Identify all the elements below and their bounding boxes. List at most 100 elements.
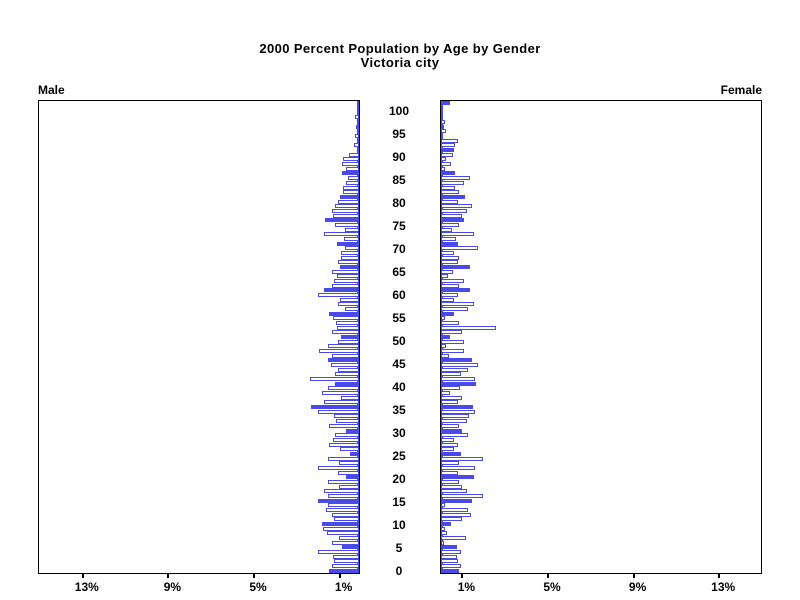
bar-female-age-63 [441, 274, 448, 279]
bar-female-age-56 [441, 307, 468, 311]
chart-subtitle: Victoria city [360, 55, 440, 70]
bar-male-age-83 [345, 180, 359, 185]
bar-female-age-6 [441, 540, 445, 545]
bar-male-age-25 [350, 451, 359, 456]
bar-male-age-19 [328, 479, 359, 484]
bar-female-age-66 [441, 260, 458, 265]
bar-male-age-37 [340, 395, 359, 400]
bar-male-age-36 [323, 400, 359, 405]
bar-male-age-86 [345, 166, 359, 171]
bar-male-age-7 [339, 536, 359, 540]
bar-male-age-87 [342, 162, 359, 167]
bar-female-age-92 [441, 138, 458, 143]
age-tick-label-10: 10 [392, 518, 406, 532]
bar-female-age-38 [441, 391, 451, 396]
bar-female-age-75 [441, 218, 465, 223]
bar-female-age-4 [441, 550, 461, 554]
bar-female-age-48 [441, 344, 446, 349]
bar-male-age-90 [357, 148, 359, 153]
bar-female-age-90 [441, 148, 455, 153]
bar-female-age-15 [441, 498, 472, 503]
bar-male-age-48 [328, 344, 359, 349]
bar-male-age-80 [340, 194, 359, 199]
bar-male-age-28 [333, 437, 359, 442]
bar-male-age-46 [331, 353, 359, 358]
bar-female-age-50 [441, 335, 451, 339]
bar-female-age-91 [441, 143, 455, 148]
bar-male-age-31 [329, 423, 359, 428]
bar-female-age-78 [441, 204, 472, 209]
bar-female-age-1 [441, 564, 461, 568]
bar-male-age-84 [347, 176, 359, 181]
bar-female-age-49 [441, 339, 465, 344]
age-tick-label-95: 95 [392, 127, 406, 141]
age-tick-label-35: 35 [392, 403, 406, 417]
age-tick-label-75: 75 [392, 219, 406, 233]
bar-male-age-32 [335, 419, 359, 424]
bar-male-age-62 [334, 278, 359, 283]
bar-female-age-100 [441, 101, 451, 106]
bar-male-age-21 [338, 470, 359, 475]
bar-female-age-62 [441, 278, 465, 283]
bar-male-age-35 [310, 405, 359, 410]
bar-male-age-75 [325, 218, 359, 223]
bar-male-age-81 [343, 190, 359, 195]
bar-male-age-55 [329, 311, 359, 316]
age-tick-label-50: 50 [392, 334, 406, 348]
bar-male-age-79 [337, 199, 359, 204]
bar-female-age-55 [441, 311, 455, 316]
female-x-tick-label-5: 5% [543, 580, 561, 594]
bar-female-age-44 [441, 363, 479, 367]
age-tick-label-20: 20 [392, 472, 406, 486]
bar-female-age-98 [441, 110, 444, 115]
bar-male-age-4 [318, 550, 359, 554]
male-x-tick-9 [167, 574, 170, 578]
bar-female-age-32 [441, 419, 467, 424]
bar-male-age-23 [339, 461, 359, 466]
bar-male-age-24 [328, 456, 359, 461]
bar-male-age-66 [337, 260, 359, 265]
bar-female-age-89 [441, 152, 454, 157]
bar-female-age-61 [441, 283, 460, 288]
bar-female-age-31 [441, 423, 460, 428]
bar-male-age-70 [336, 241, 359, 246]
bar-male-age-95 [355, 124, 359, 129]
bar-male-age-85 [341, 171, 359, 176]
bar-female-age-54 [441, 316, 446, 321]
male-x-tick-label-5: 5% [249, 580, 267, 594]
age-tick-label-45: 45 [392, 357, 406, 371]
bar-male-age-22 [318, 465, 359, 470]
bar-male-age-45 [328, 358, 359, 363]
bar-male-age-1 [332, 564, 359, 568]
bar-female-age-11 [441, 517, 462, 522]
bar-male-age-52 [337, 325, 359, 330]
bar-male-age-58 [339, 297, 359, 302]
bar-female-age-69 [441, 246, 478, 251]
female-x-tick-5 [547, 574, 549, 578]
bar-male-age-59 [318, 292, 359, 297]
age-tick-label-100: 100 [388, 104, 410, 118]
bar-female-age-95 [441, 124, 444, 129]
bar-male-age-41 [309, 377, 359, 382]
bar-female-age-51 [441, 330, 463, 335]
bar-female-age-59 [441, 292, 458, 297]
age-tick-label-65: 65 [392, 265, 406, 279]
age-tick-label-55: 55 [392, 311, 406, 325]
bar-female-age-10 [441, 521, 452, 526]
bar-female-age-70 [441, 241, 459, 246]
age-tick-label-25: 25 [392, 449, 406, 463]
female-x-tick-13 [718, 574, 721, 578]
bar-female-age-71 [441, 236, 456, 241]
bar-female-age-3 [441, 554, 457, 559]
bar-male-age-64 [332, 269, 359, 274]
bar-female-age-13 [441, 507, 468, 512]
bar-male-age-50 [340, 335, 359, 339]
bar-male-age-17 [323, 489, 359, 494]
age-tick-label-90: 90 [392, 150, 406, 164]
bar-female-age-88 [441, 157, 446, 162]
bar-male-age-12 [331, 512, 359, 517]
bar-male-age-56 [345, 307, 359, 311]
male-axis-label: Male [38, 83, 65, 97]
bar-female-age-83 [441, 180, 465, 185]
bar-female-age-84 [441, 176, 471, 181]
